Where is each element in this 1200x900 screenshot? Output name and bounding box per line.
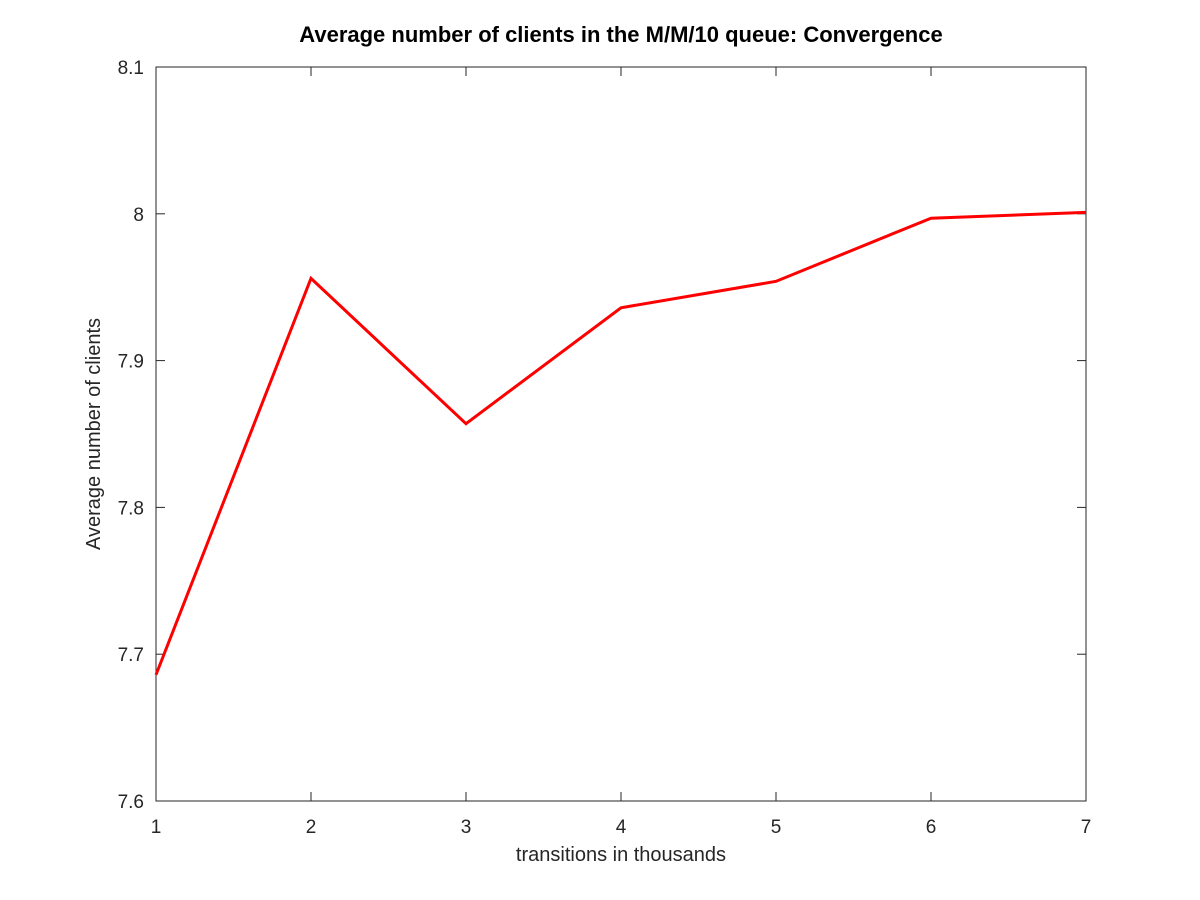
x-tick-label: 6 — [926, 817, 937, 838]
x-tick-label: 2 — [306, 817, 317, 838]
y-tick-label: 7.6 — [118, 792, 144, 813]
chart-title: Average number of clients in the M/M/10 … — [299, 22, 942, 47]
y-axis-label: Average number of clients — [83, 318, 105, 550]
series-line — [154, 210, 1087, 676]
y-tick-label: 8.1 — [118, 58, 144, 79]
y-tick-label: 8 — [133, 205, 144, 226]
x-axis-label: transitions in thousands — [516, 844, 726, 866]
y-tick-label: 7.7 — [118, 645, 144, 666]
x-tick-label: 3 — [461, 817, 472, 838]
y-tick-label: 7.8 — [118, 498, 144, 519]
x-tick-label: 5 — [771, 817, 782, 838]
x-tick-label: 4 — [616, 817, 627, 838]
y-tick-label: 7.9 — [118, 352, 144, 373]
x-tick-label: 1 — [151, 817, 162, 838]
plot-area: 1 2 3 4 5 6 7 7.6 7.7 7.8 7.9 8 8.1 — [118, 58, 1092, 838]
x-tick-label: 7 — [1081, 817, 1092, 838]
